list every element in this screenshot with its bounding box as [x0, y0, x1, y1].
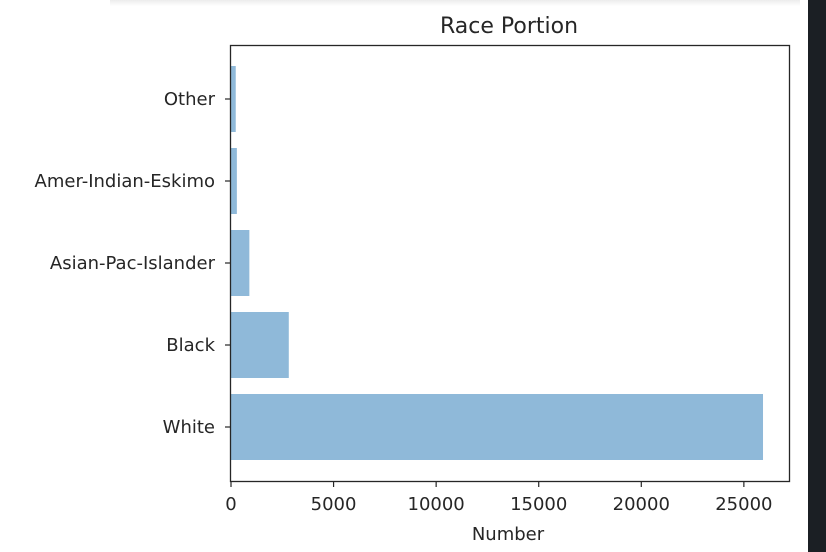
- y-tick-label-black: Black: [166, 335, 215, 356]
- bar-other: [231, 66, 236, 132]
- x-tick-label-15000: 15000: [510, 494, 567, 515]
- right-dark-panel: [808, 0, 826, 552]
- x-tick-label-10000: 10000: [408, 494, 465, 515]
- bars: [231, 66, 764, 460]
- chart-title: Race Portion: [440, 14, 578, 39]
- bar-white: [231, 394, 764, 460]
- x-tick-label-5000: 5000: [311, 494, 357, 515]
- x-axis: 0 5000 10000 15000 20000 25000: [225, 481, 773, 515]
- bar-asian-pac-islander: [231, 230, 250, 296]
- x-axis-label: Number: [472, 524, 545, 545]
- y-tick-label-other: Other: [164, 89, 216, 110]
- x-tick-label-25000: 25000: [715, 494, 772, 515]
- top-shadow: [110, 0, 800, 6]
- y-tick-label-amer-indian-eskimo: Amer-Indian-Eskimo: [35, 171, 215, 192]
- x-tick-label-0: 0: [225, 494, 236, 515]
- y-axis: White Black Asian-Pac-Islander Amer-Indian-…: [35, 89, 231, 438]
- y-tick-label-asian-pac-islander: Asian-Pac-Islander: [50, 253, 216, 274]
- y-tick-label-white: White: [163, 417, 215, 438]
- bar-amer-indian-eskimo: [231, 148, 237, 214]
- bar-black: [231, 312, 289, 378]
- x-tick-label-20000: 20000: [613, 494, 670, 515]
